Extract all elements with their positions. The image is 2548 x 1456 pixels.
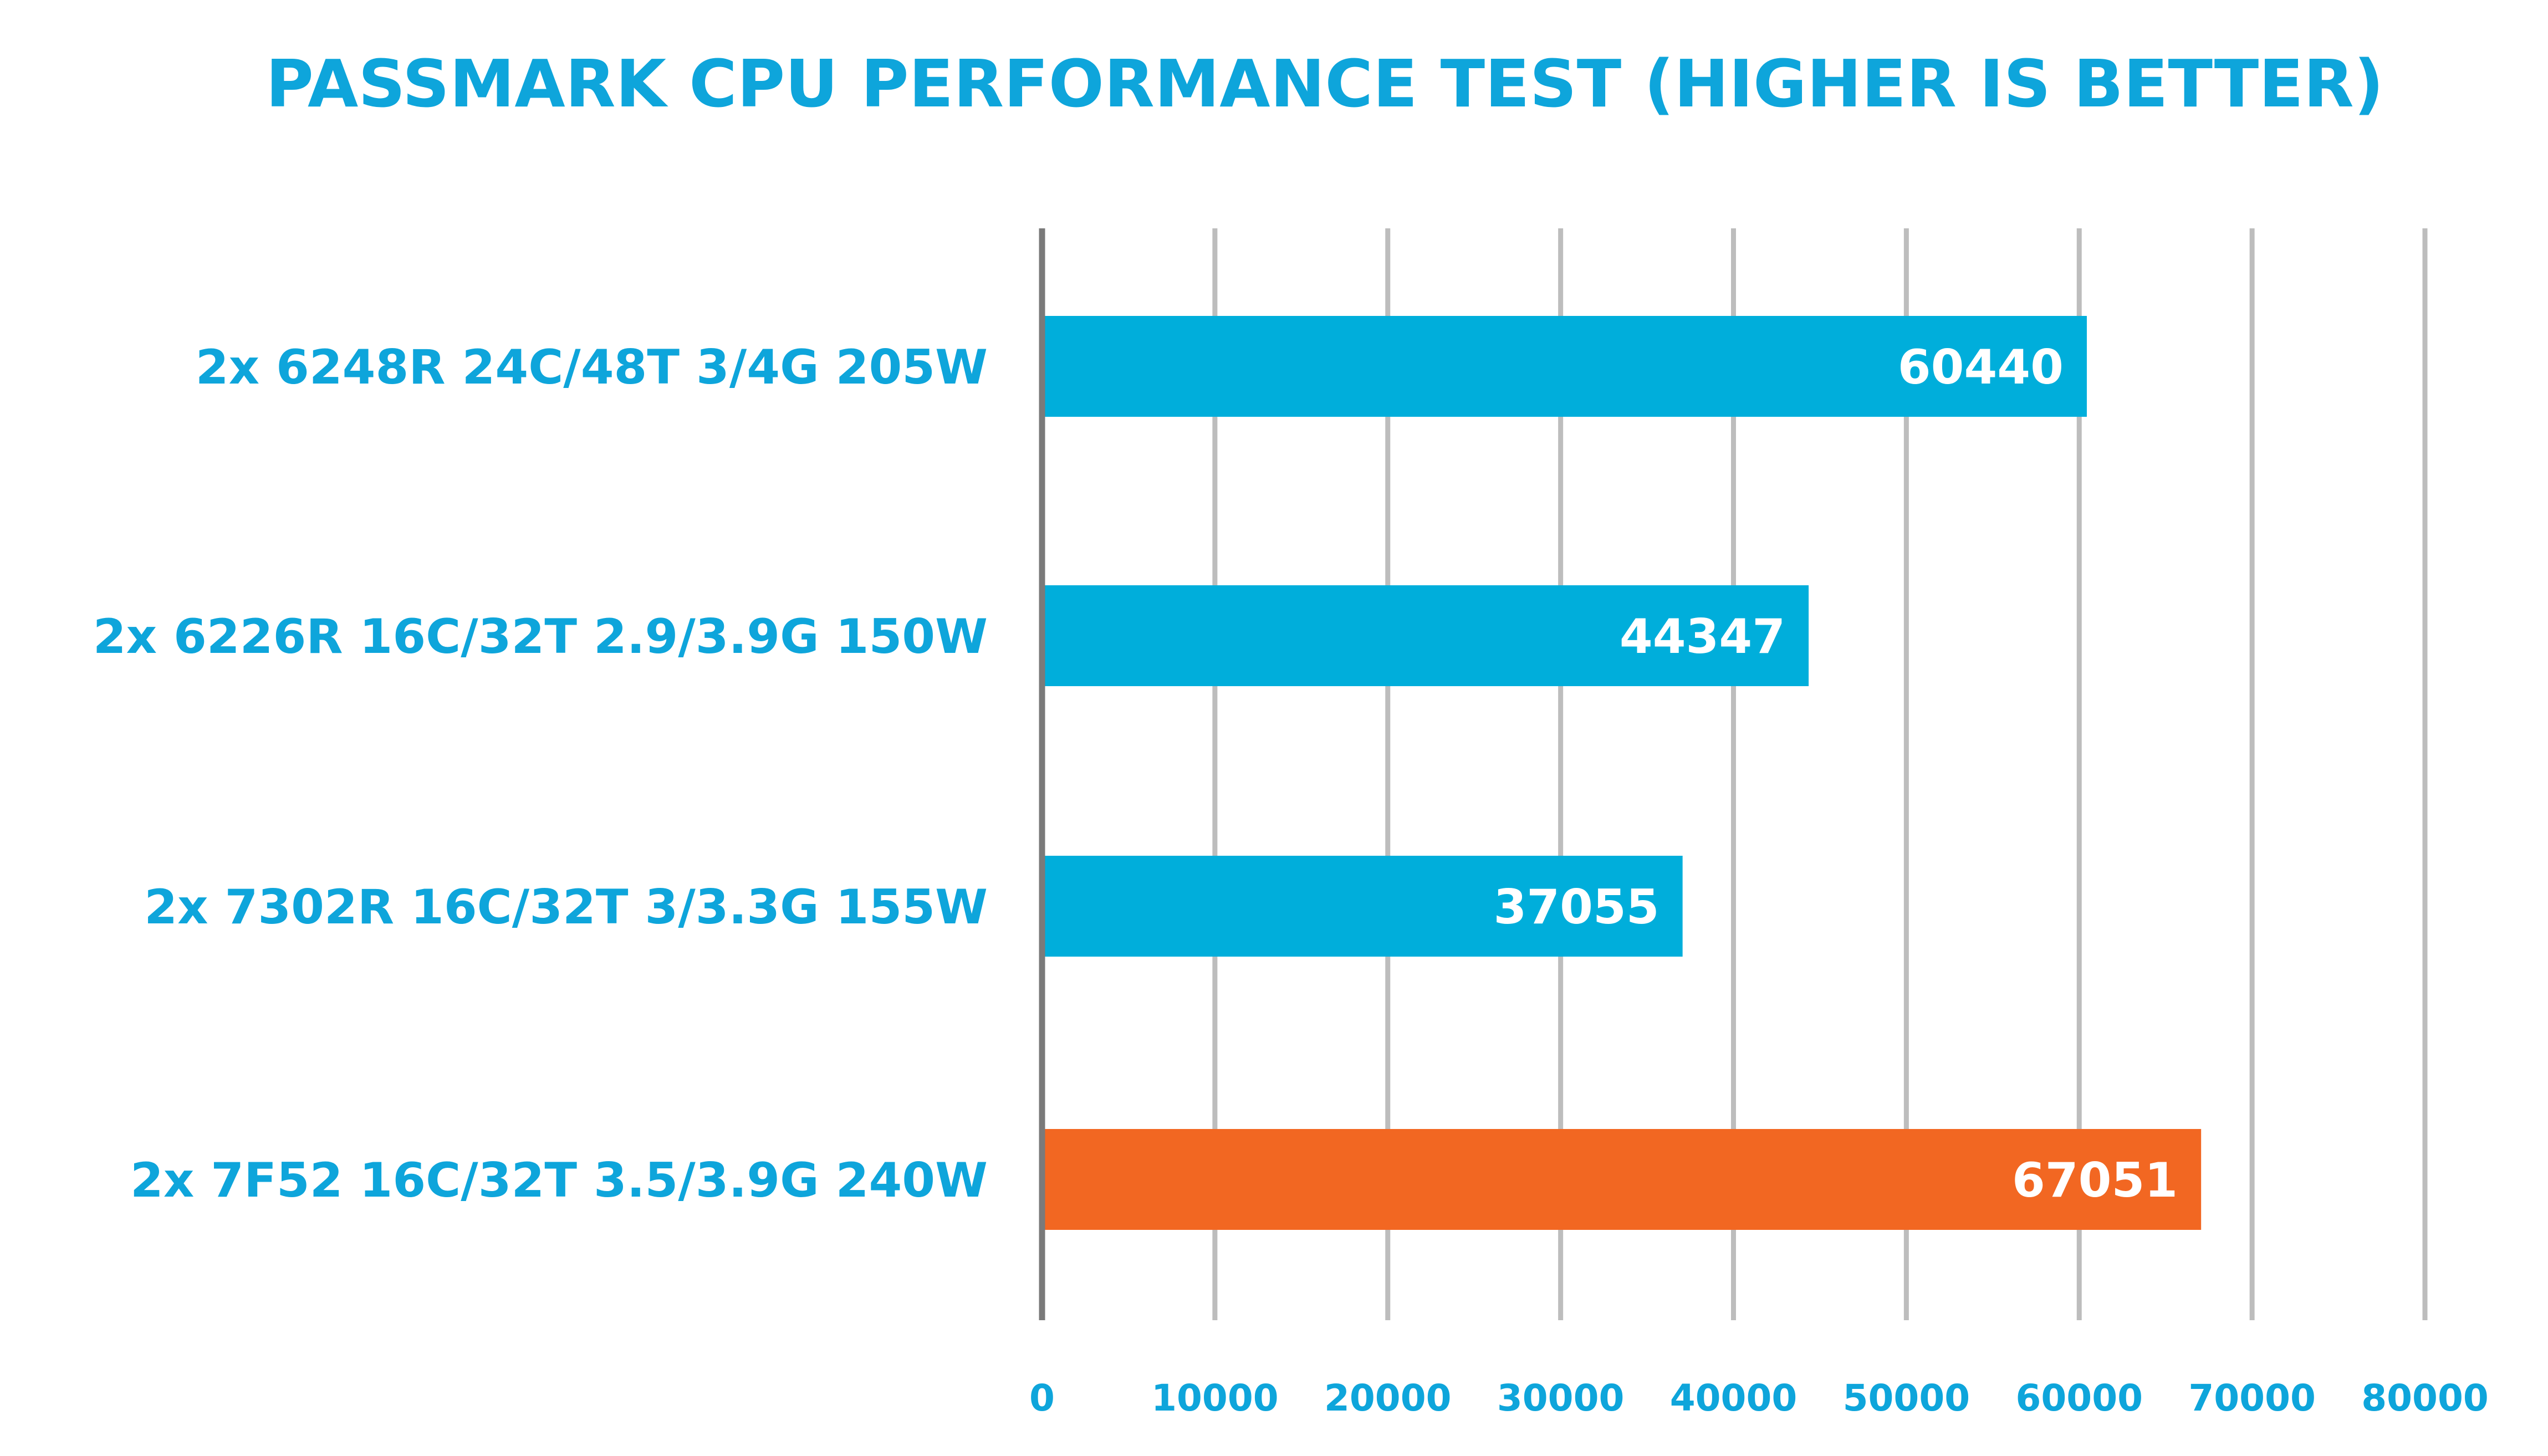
bar bbox=[1042, 856, 1683, 957]
category-labels: 2x 6248R 24C/48T 3/4G 205W 2x 6226R 16C/3… bbox=[93, 340, 988, 1208]
bar-value-label: 37055 bbox=[1493, 880, 1659, 935]
bar-value-label: 44347 bbox=[1620, 609, 1785, 665]
x-tick-label: 60000 bbox=[2015, 1377, 2143, 1419]
x-tick-label: 80000 bbox=[2361, 1377, 2489, 1419]
bar bbox=[1042, 1129, 2202, 1230]
x-tick-label: 0 bbox=[1029, 1377, 1055, 1419]
bar-value-label: 67051 bbox=[2012, 1153, 2178, 1208]
category-label: 2x 6248R 24C/48T 3/4G 205W bbox=[196, 340, 988, 395]
category-label: 2x 7302R 16C/32T 3/3.3G 155W bbox=[144, 880, 988, 935]
bar bbox=[1042, 585, 1809, 686]
category-label: 2x 7F52 16C/32T 3.5/3.9G 240W bbox=[130, 1153, 988, 1208]
category-label: 2x 6226R 16C/32T 2.9/3.9G 150W bbox=[93, 609, 988, 665]
bar-value-label: 60440 bbox=[1898, 340, 2064, 395]
x-tick-label: 70000 bbox=[2188, 1377, 2316, 1419]
chart-title: PASSMARK CPU PERFORMANCE TEST (HIGHER IS… bbox=[265, 45, 2383, 122]
bars bbox=[1042, 316, 2202, 1230]
value-labels: 60440 44347 37055 67051 bbox=[1493, 340, 2178, 1208]
x-tick-label: 20000 bbox=[1324, 1377, 1452, 1419]
x-tick-label: 10000 bbox=[1151, 1377, 1279, 1419]
x-tick-label: 50000 bbox=[1843, 1377, 1970, 1419]
x-tick-label: 30000 bbox=[1497, 1377, 1625, 1419]
bar bbox=[1042, 316, 2087, 417]
x-axis-ticks: 0 10000 20000 30000 40000 50000 60000 70000 8000… bbox=[1029, 1377, 2489, 1419]
x-tick-label: 40000 bbox=[1670, 1377, 1798, 1419]
